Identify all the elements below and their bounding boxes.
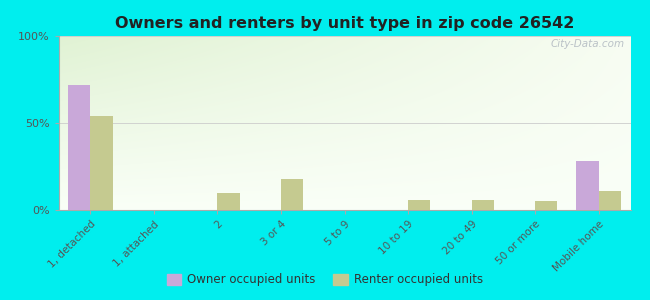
Bar <box>408 200 430 210</box>
Legend: Owner occupied units, Renter occupied units: Owner occupied units, Renter occupied un… <box>162 269 488 291</box>
Bar <box>535 201 558 210</box>
Bar <box>217 193 240 210</box>
Bar <box>599 191 621 210</box>
Bar <box>577 161 599 210</box>
Text: City-Data.com: City-Data.com <box>551 40 625 50</box>
Bar <box>472 200 494 210</box>
Title: Owners and renters by unit type in zip code 26542: Owners and renters by unit type in zip c… <box>115 16 574 31</box>
Bar <box>68 85 90 210</box>
Bar <box>90 116 112 210</box>
Bar <box>281 179 303 210</box>
